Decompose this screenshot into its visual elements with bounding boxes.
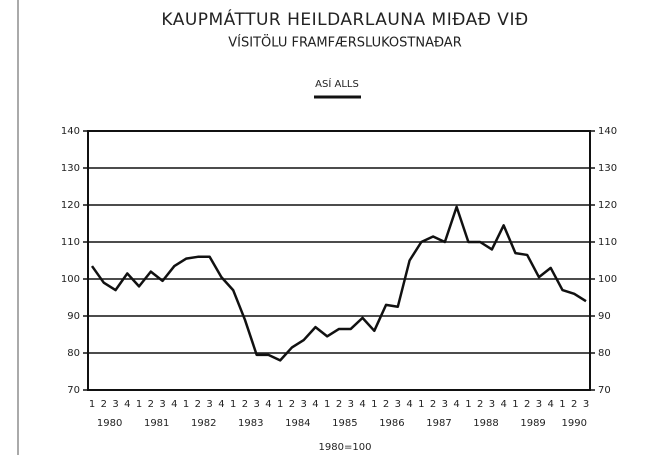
x-tick-label: 3 (395, 399, 401, 410)
year-label: 1984 (285, 418, 310, 429)
chart-subtitle: VÍSITÖLU FRAMFÆRSLUKOSTNAÐAR (228, 34, 462, 51)
x-tick-label: 1 (136, 399, 142, 410)
x-tick-label: 2 (242, 399, 248, 410)
year-label: 1987 (426, 418, 451, 429)
x-tick-label: 4 (124, 399, 130, 410)
x-tick-label: 3 (159, 399, 165, 410)
y2-tick-label: 120 (598, 200, 617, 211)
x-tick-label: 3 (489, 399, 495, 410)
x-tick-label: 3 (112, 399, 118, 410)
x-tick-label: 2 (524, 399, 530, 410)
x-tick-label: 4 (218, 399, 224, 410)
x-tick-label: 4 (453, 399, 459, 410)
x-tick-label: 1 (512, 399, 518, 410)
note: 1980=100 (319, 442, 372, 453)
x-tick-label: 4 (171, 399, 177, 410)
y2-tick-label: 100 (598, 274, 617, 285)
x-tick-label: 2 (148, 399, 154, 410)
x-tick-label: 4 (500, 399, 506, 410)
x-tick-label: 3 (301, 399, 307, 410)
y-tick-label: 110 (61, 237, 80, 248)
legend-label: ASÍ ALLS (315, 77, 359, 90)
year-label: 1981 (144, 418, 169, 429)
plot-frame (87, 130, 591, 391)
x-tick-label: 2 (430, 399, 436, 410)
year-label: 1982 (191, 418, 216, 429)
y2-tick-label: 140 (598, 126, 617, 137)
year-label: 1990 (562, 418, 587, 429)
year-label: 1988 (473, 418, 498, 429)
x-tick-label: 1 (465, 399, 471, 410)
x-tick-label: 1 (559, 399, 565, 410)
y2-tick-label: 90 (598, 311, 611, 322)
y-tick-label: 100 (61, 274, 80, 285)
y2-tick-label: 70 (598, 385, 611, 396)
x-tick-label: 4 (548, 399, 554, 410)
x-tick-label: 3 (442, 399, 448, 410)
x-tick-label: 1 (324, 399, 330, 410)
year-label: 1980 (97, 418, 122, 429)
x-tick-label: 2 (477, 399, 483, 410)
x-tick-label: 2 (289, 399, 295, 410)
x-tick-label: 1 (418, 399, 424, 410)
y-tick-label: 120 (61, 200, 80, 211)
y2-tick-label: 80 (598, 348, 611, 359)
x-tick-label: 3 (206, 399, 212, 410)
x-tick-label: 4 (265, 399, 271, 410)
chart-title: KAUPMÁTTUR HEILDARLAUNA MIÐAÐ VIÐ (161, 8, 528, 30)
y-tick-label: 140 (61, 126, 80, 137)
y2-tick-label: 110 (598, 237, 617, 248)
x-tick-label: 4 (406, 399, 412, 410)
year-label: 1985 (332, 418, 357, 429)
x-tick-label: 3 (536, 399, 542, 410)
series-line (90, 205, 587, 362)
x-tick-label: 2 (383, 399, 389, 410)
x-tick-label: 3 (253, 399, 259, 410)
y-tick-label: 80 (67, 348, 80, 359)
x-tick-label: 1 (277, 399, 283, 410)
x-tick-label: 3 (583, 399, 589, 410)
y2-tick-label: 130 (598, 163, 617, 174)
x-tick-label: 2 (101, 399, 107, 410)
x-tick-label: 2 (336, 399, 342, 410)
x-tick-label: 1 (183, 399, 189, 410)
x-tick-label: 1 (230, 399, 236, 410)
x-tick-label: 2 (195, 399, 201, 410)
x-tick-label: 3 (348, 399, 354, 410)
x-tick-label: 4 (312, 399, 318, 410)
x-tick-label: 1 (89, 399, 95, 410)
y-tick-label: 130 (61, 163, 80, 174)
year-label: 1983 (238, 418, 263, 429)
y-tick-label: 70 (67, 385, 80, 396)
year-label: 1989 (520, 418, 545, 429)
x-tick-label: 4 (359, 399, 365, 410)
year-label: 1986 (379, 418, 404, 429)
x-tick-label: 2 (571, 399, 577, 410)
x-tick-label: 1 (371, 399, 377, 410)
y-tick-label: 90 (67, 311, 80, 322)
